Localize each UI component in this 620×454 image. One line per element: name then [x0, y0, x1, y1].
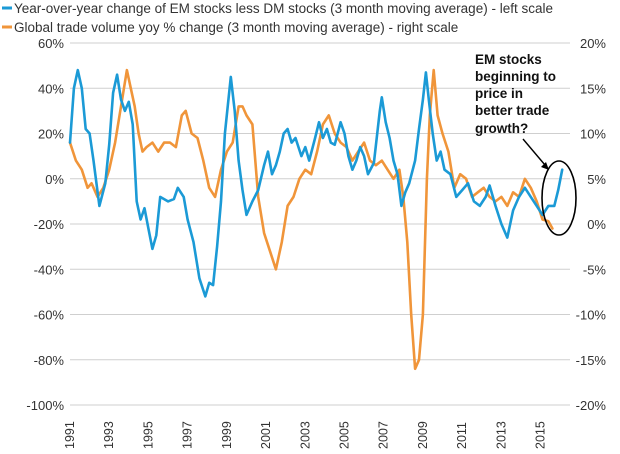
right-axis-tick-label: 20%: [580, 36, 606, 51]
right-axis-tick-label: -10%: [576, 308, 607, 323]
annotation-line-4: better trade: [475, 103, 550, 118]
series-line-global-trade: [68, 68, 554, 371]
x-axis-tick-label: 2013: [494, 421, 508, 449]
x-axis-ticks: 1991 1993 1995 1997 1999 2001 2003 2005 2007 2009…: [63, 421, 548, 449]
x-axis-tick-label: 1999: [220, 421, 234, 449]
left-axis-tick-label: 0%: [45, 172, 64, 187]
series-line-em-stocks: [68, 68, 564, 298]
x-axis-tick-label: 1995: [141, 421, 155, 449]
right-axis-tick-label: 0%: [587, 217, 606, 232]
x-axis-tick-label: 2009: [416, 421, 430, 449]
right-axis-tick-label: -15%: [576, 353, 607, 368]
left-axis-tick-label: -80%: [34, 353, 65, 368]
right-axis-tick-label: -20%: [576, 398, 607, 413]
annotation-line-1: EM stocks: [475, 52, 542, 67]
left-axis-tick-label: -100%: [26, 398, 64, 413]
annotation-line-3: price in: [475, 86, 523, 101]
x-axis-tick-label: 2003: [298, 421, 312, 449]
annotation-ellipse: [541, 160, 577, 236]
annotation-line-2: beginning to: [475, 69, 556, 84]
x-axis-tick-label: 2001: [259, 421, 273, 449]
right-axis-tick-label: -5%: [583, 262, 607, 277]
left-axis-tick-label: -60%: [34, 308, 65, 323]
x-axis-tick-label: 2005: [338, 421, 352, 449]
x-axis-tick-label: 1997: [181, 421, 195, 449]
left-axis-tick-label: -20%: [34, 217, 65, 232]
x-axis-tick-label: 2007: [377, 421, 391, 449]
left-axis-tick-label: 20%: [38, 127, 64, 142]
legend-label-trade: Global trade volume yoy % change (3 mont…: [14, 20, 458, 35]
series-lines: [68, 68, 564, 371]
right-axis-tick-label: 5%: [587, 172, 606, 187]
x-axis-tick-label: 1993: [102, 421, 116, 449]
x-axis-tick-label: 1991: [63, 421, 77, 449]
annotation-arrow-line: [522, 138, 546, 166]
right-axis-ticks: 20% 15% 10% 5% 0% -5% -10% -15% -20%: [576, 36, 607, 413]
annotation-arrow-head: [541, 162, 549, 170]
x-axis-tick-label: 2011: [455, 422, 469, 449]
left-axis-ticks: 60% 40% 20% 0% -20% -40% -60% -80% -100%: [26, 36, 64, 413]
right-axis-tick-label: 15%: [580, 81, 606, 96]
left-axis-tick-label: -40%: [34, 262, 65, 277]
annotation: EM stocks beginning to price in better t…: [475, 52, 577, 236]
legend-label-em-stocks: Year-over-year change of EM stocks less …: [14, 1, 553, 16]
x-axis-tick-label: 2015: [534, 421, 548, 449]
legend: Year-over-year change of EM stocks less …: [2, 1, 553, 35]
annotation-line-5: growth?: [475, 121, 528, 136]
right-axis-tick-label: 10%: [580, 127, 606, 142]
left-axis-tick-label: 40%: [38, 81, 64, 96]
left-axis-tick-label: 60%: [38, 36, 64, 51]
